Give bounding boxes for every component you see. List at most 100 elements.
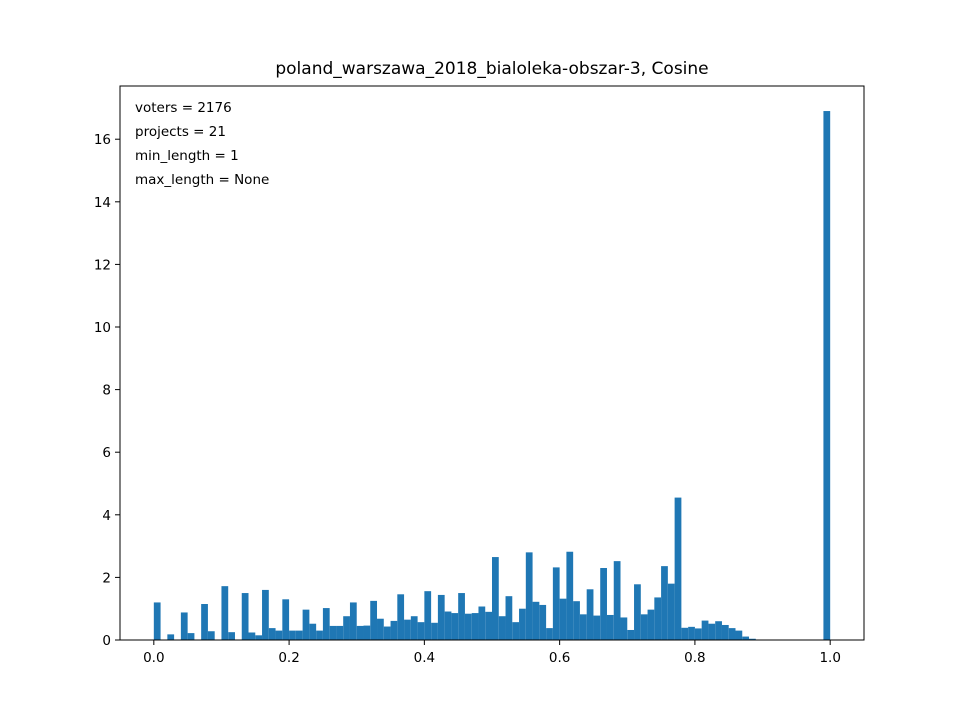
x-tick-label: 0.0	[143, 650, 164, 666]
histogram-bar	[749, 638, 756, 640]
histogram-bar	[356, 625, 364, 640]
histogram-bar	[606, 614, 614, 640]
histogram-bar	[532, 601, 540, 640]
x-tick-label: 0.8	[684, 650, 705, 666]
x-tick-label: 0.2	[278, 650, 299, 666]
histogram-bar	[289, 630, 296, 640]
y-tick-label: 4	[102, 508, 111, 524]
histogram-bar	[823, 111, 831, 641]
histogram-bar	[566, 551, 574, 640]
histogram-bar	[268, 628, 276, 640]
annotation-projects: projects = 21	[135, 124, 226, 140]
histogram-bar	[505, 596, 513, 640]
histogram-bar	[525, 552, 533, 640]
histogram-bar	[647, 609, 655, 640]
histogram-bar	[552, 567, 560, 640]
histogram-bar	[444, 611, 452, 640]
x-tick-label: 0.4	[414, 650, 435, 666]
histogram-bar	[363, 625, 371, 640]
histogram-bar	[309, 623, 317, 640]
histogram-bar	[410, 616, 418, 640]
histogram-bar	[390, 620, 398, 640]
histogram-bar	[721, 624, 729, 640]
histogram-bar	[370, 600, 378, 640]
histogram-bar	[248, 632, 256, 640]
histogram-bar	[634, 584, 641, 640]
histogram-bar	[295, 630, 303, 640]
y-tick-label: 16	[94, 132, 111, 148]
histogram-bar	[681, 627, 689, 640]
plot-frame	[119, 85, 865, 641]
y-tick-label: 6	[102, 445, 111, 461]
histogram-bar	[579, 614, 587, 640]
chart-title: poland_warszawa_2018_bialoleka-obszar-3,…	[275, 59, 708, 79]
histogram-bar	[316, 630, 323, 640]
histogram-bar	[613, 561, 621, 640]
histogram-bar	[715, 621, 722, 640]
histogram-bar	[275, 630, 283, 640]
y-tick-label: 2	[102, 570, 111, 586]
histogram-bar	[688, 626, 695, 640]
histogram-bar	[329, 625, 337, 640]
histogram-bar	[640, 614, 648, 640]
axes-group: 0.0 0.2 0.4 0.6 0.8 1.0 0 2 4 6 8 10 12 14 16	[94, 132, 841, 666]
histogram-bar	[546, 628, 553, 640]
y-tick-label: 8	[102, 383, 111, 399]
histogram-bar	[512, 622, 520, 640]
histogram-bar	[349, 602, 357, 640]
histogram-bar	[404, 619, 411, 640]
histogram-bar	[383, 626, 391, 640]
histogram-bar	[431, 622, 438, 640]
histogram-bar	[424, 591, 432, 640]
histogram-bar	[228, 632, 235, 640]
annotation-voters: voters = 2176	[135, 100, 232, 116]
histogram-bar	[322, 608, 330, 640]
histogram-bar	[539, 604, 547, 640]
histogram-bar	[654, 597, 662, 640]
annotation-max-length: max_length = None	[135, 172, 269, 188]
histogram-bar	[417, 622, 425, 640]
histogram-bar	[620, 617, 628, 640]
histogram-bar	[201, 604, 208, 640]
histogram-bar	[667, 583, 675, 640]
histogram-bar	[241, 593, 249, 640]
histogram-bar	[519, 608, 526, 640]
histogram-bar	[627, 629, 635, 640]
histogram-bar	[485, 611, 492, 640]
bars-group	[153, 111, 831, 641]
histogram-bar	[180, 612, 188, 640]
histogram-bar	[478, 606, 486, 640]
histogram-bar	[735, 630, 743, 640]
annotation-box: voters = 2176 projects = 21 min_length =…	[135, 100, 269, 188]
histogram-bar	[282, 599, 290, 640]
histogram-bar	[742, 636, 750, 640]
histogram-bar	[661, 566, 668, 640]
histogram-bar	[302, 609, 310, 640]
histogram-bar	[728, 628, 736, 640]
histogram-bar	[377, 618, 384, 640]
histogram-bar	[187, 633, 195, 640]
histogram-bar	[674, 497, 682, 640]
histogram-bar	[586, 589, 594, 640]
histogram-bar	[221, 586, 229, 640]
histogram-bar	[708, 623, 716, 640]
histogram-bar	[573, 601, 580, 640]
histogram-bar	[451, 613, 459, 640]
histogram-bar	[207, 631, 215, 640]
histogram-bar	[559, 598, 567, 640]
histogram-bar	[397, 594, 405, 640]
annotation-min-length: min_length = 1	[135, 148, 239, 164]
histogram-bar	[464, 613, 472, 640]
histogram-bar	[153, 602, 161, 640]
x-tick-label: 1.0	[819, 650, 840, 666]
histogram-bar	[336, 625, 344, 640]
y-tick-label: 0	[102, 633, 111, 649]
histogram-bar	[694, 628, 702, 640]
histogram-bar	[262, 589, 269, 640]
y-tick-label: 10	[94, 320, 111, 336]
histogram-bar	[593, 615, 601, 640]
histogram-bar	[458, 593, 465, 640]
y-tick-label: 14	[94, 195, 111, 211]
y-tick-label: 12	[94, 257, 111, 273]
